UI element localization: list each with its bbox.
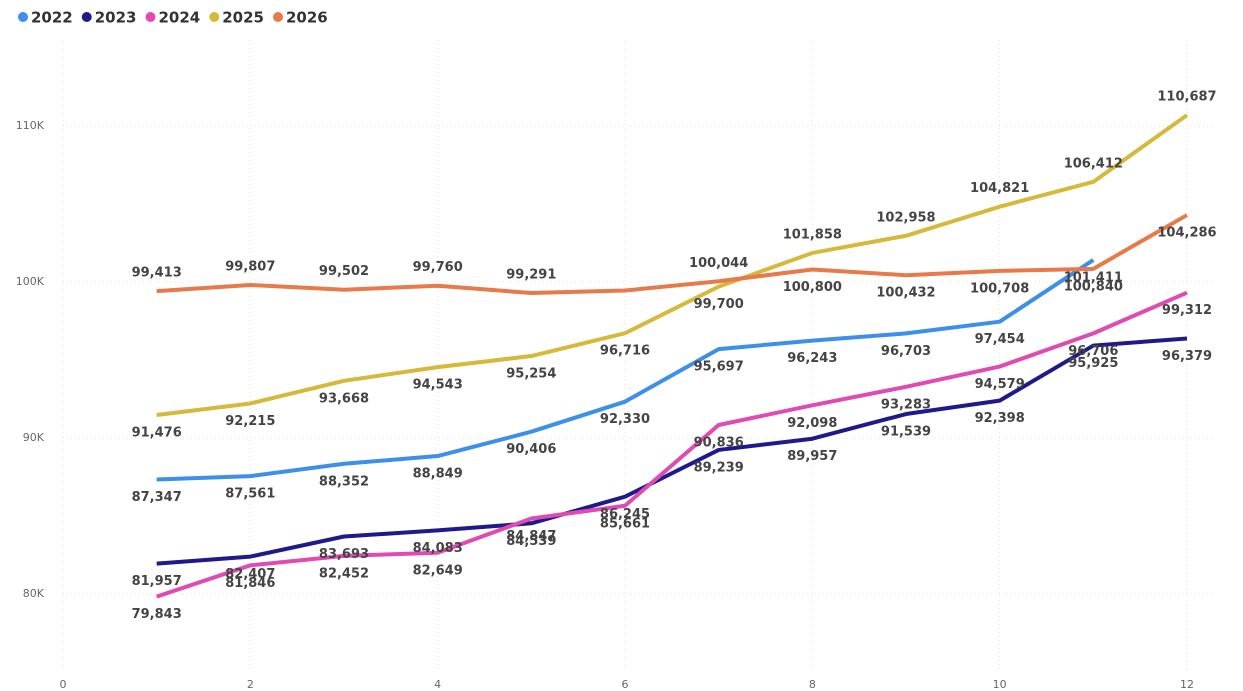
x-tick-label: 2 bbox=[247, 678, 254, 691]
data-label: 100,432 bbox=[876, 286, 935, 301]
series-line bbox=[156, 213, 1188, 296]
data-label: 87,347 bbox=[132, 490, 182, 505]
data-label: 81,846 bbox=[225, 576, 275, 591]
data-label: 110,687 bbox=[1157, 90, 1216, 105]
x-tick-label: 0 bbox=[60, 678, 67, 691]
data-label: 104,286 bbox=[1157, 226, 1216, 241]
data-label: 82,649 bbox=[413, 563, 463, 578]
data-label: 84,083 bbox=[413, 541, 463, 556]
x-tick-label: 4 bbox=[434, 678, 441, 691]
series-line bbox=[156, 336, 1188, 566]
data-label: 91,476 bbox=[132, 426, 182, 441]
data-label: 82,452 bbox=[319, 566, 369, 581]
data-label: 100,800 bbox=[783, 280, 842, 295]
series-line bbox=[156, 113, 1189, 417]
data-label: 106,412 bbox=[1064, 156, 1123, 171]
data-label: 87,561 bbox=[225, 487, 275, 502]
x-tick-label: 12 bbox=[1180, 678, 1194, 691]
data-label: 92,098 bbox=[787, 416, 837, 431]
data-label: 99,413 bbox=[132, 266, 182, 281]
data-label: 100,840 bbox=[1064, 279, 1123, 294]
data-label: 99,291 bbox=[506, 268, 556, 283]
data-label: 93,283 bbox=[881, 397, 931, 412]
legend-label: 2024 bbox=[159, 9, 201, 27]
y-tick-label: 90K bbox=[23, 431, 45, 444]
data-label: 89,239 bbox=[694, 460, 744, 475]
data-label: 90,406 bbox=[506, 442, 556, 457]
data-label: 96,379 bbox=[1162, 349, 1212, 364]
legend-dot bbox=[18, 12, 28, 22]
y-tick-label: 100K bbox=[16, 275, 45, 288]
data-label: 85,661 bbox=[600, 516, 650, 531]
data-label: 95,925 bbox=[1068, 356, 1118, 371]
x-tick-label: 6 bbox=[622, 678, 629, 691]
legend-dot bbox=[145, 12, 156, 22]
legend-dot bbox=[81, 12, 92, 22]
data-label: 99,312 bbox=[1162, 303, 1212, 318]
y-tick-label: 110K bbox=[16, 119, 45, 132]
legend-dot bbox=[273, 12, 283, 22]
data-label: 92,398 bbox=[975, 411, 1025, 426]
legend-label: 2025 bbox=[222, 9, 264, 27]
series-line bbox=[156, 258, 1095, 482]
data-label: 91,539 bbox=[881, 425, 931, 440]
data-label: 93,668 bbox=[319, 391, 369, 406]
data-label: 86,245 bbox=[600, 507, 650, 522]
data-label: 95,254 bbox=[506, 367, 556, 382]
data-label: 101,858 bbox=[783, 227, 842, 242]
data-label: 88,352 bbox=[319, 474, 369, 489]
data-label: 101,411 bbox=[1064, 270, 1123, 285]
data-label: 96,706 bbox=[1068, 344, 1118, 359]
y-tick-label: 80K bbox=[23, 587, 45, 600]
data-label: 96,243 bbox=[787, 351, 837, 366]
series-line bbox=[156, 290, 1188, 599]
data-label: 99,807 bbox=[225, 259, 275, 274]
data-label: 90,836 bbox=[694, 435, 744, 450]
data-label: 92,215 bbox=[225, 414, 275, 429]
data-label: 92,330 bbox=[600, 412, 650, 427]
data-label: 95,697 bbox=[694, 360, 744, 375]
data-label: 97,454 bbox=[975, 332, 1025, 347]
data-label: 99,700 bbox=[694, 297, 744, 312]
data-label: 94,579 bbox=[975, 377, 1025, 392]
data-label: 88,849 bbox=[413, 467, 463, 482]
data-label: 79,843 bbox=[132, 607, 182, 622]
data-label: 94,543 bbox=[413, 378, 463, 393]
legend-label: 2026 bbox=[286, 9, 328, 27]
data-label: 84,847 bbox=[506, 529, 556, 544]
x-tick-label: 8 bbox=[809, 678, 816, 691]
data-label: 100,708 bbox=[970, 281, 1029, 296]
data-label: 84,539 bbox=[506, 534, 556, 549]
data-label: 81,957 bbox=[132, 574, 182, 589]
legend-label: 2023 bbox=[95, 9, 137, 27]
data-label: 102,958 bbox=[876, 210, 935, 225]
data-label: 99,760 bbox=[413, 260, 463, 275]
legend-dot bbox=[209, 12, 220, 22]
data-label: 104,821 bbox=[970, 181, 1029, 196]
data-label: 99,502 bbox=[319, 264, 369, 279]
x-tick-label: 10 bbox=[993, 678, 1007, 691]
data-label: 83,693 bbox=[319, 547, 369, 562]
data-label: 96,716 bbox=[600, 344, 650, 359]
data-label: 89,957 bbox=[787, 449, 837, 464]
data-label: 82,407 bbox=[225, 567, 275, 582]
legend-label: 2022 bbox=[31, 9, 73, 27]
data-label: 100,044 bbox=[689, 256, 748, 271]
data-label: 96,703 bbox=[881, 344, 931, 359]
